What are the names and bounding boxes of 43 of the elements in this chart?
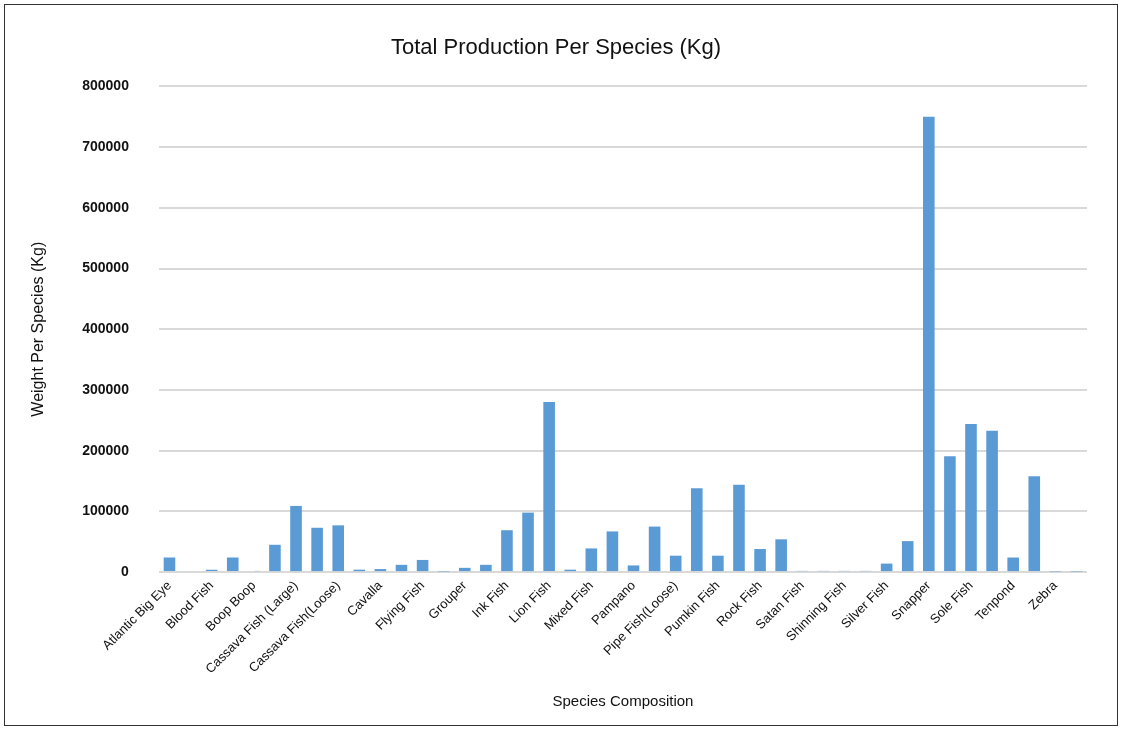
y-tick-label: 700000 xyxy=(82,137,130,154)
bar xyxy=(965,423,977,572)
bar xyxy=(269,544,281,572)
y-tick-label: 800000 xyxy=(82,77,130,94)
bar xyxy=(627,565,640,572)
bar xyxy=(754,549,766,572)
bar xyxy=(712,555,724,572)
bar xyxy=(543,402,555,572)
y-tick-label: 0 xyxy=(121,562,130,579)
bar xyxy=(374,569,387,572)
bar xyxy=(775,539,787,572)
bar xyxy=(901,541,914,572)
bar xyxy=(226,557,239,572)
bar xyxy=(501,530,513,572)
bar xyxy=(606,531,619,572)
bar xyxy=(585,548,598,572)
bar xyxy=(1028,476,1041,572)
y-tick-label: 600000 xyxy=(82,198,130,215)
y-tick-label: 500000 xyxy=(82,259,130,276)
y-tick-label: 400000 xyxy=(82,320,130,337)
y-tick-label: 300000 xyxy=(82,380,130,397)
bar xyxy=(480,564,492,572)
chart-title: Total Production Per Species (Kg) xyxy=(390,34,722,60)
bar xyxy=(944,456,956,572)
bar xyxy=(395,564,408,572)
bar xyxy=(311,527,323,572)
bar xyxy=(986,430,998,572)
bar xyxy=(690,488,703,572)
bar xyxy=(923,116,935,572)
bar xyxy=(458,567,471,572)
bar xyxy=(733,484,745,572)
y-tick-label: 100000 xyxy=(82,502,130,519)
x-axis-title: Species Composition xyxy=(552,692,694,710)
bar xyxy=(669,555,682,572)
bar xyxy=(163,557,176,572)
bar xyxy=(1007,557,1019,572)
bar xyxy=(648,526,661,572)
y-axis-title: Weight Per Species (Kg) xyxy=(29,241,47,417)
bar xyxy=(290,505,302,572)
bar xyxy=(522,512,534,572)
bar xyxy=(416,559,429,572)
bar xyxy=(332,525,345,572)
y-tick-label: 200000 xyxy=(82,441,130,458)
